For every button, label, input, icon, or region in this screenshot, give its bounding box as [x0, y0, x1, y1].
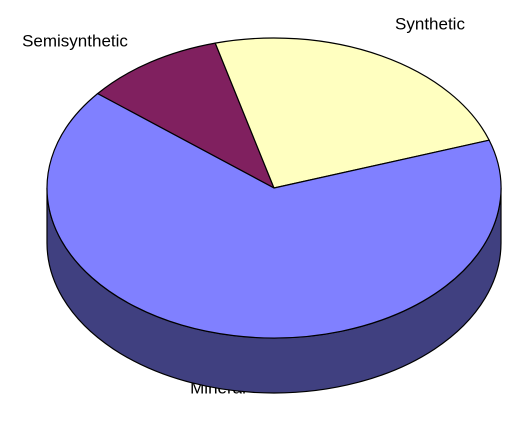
slice-label: Semisynthetic — [22, 31, 128, 50]
slice — [46, 92, 502, 339]
slice — [214, 37, 491, 189]
slice-label: Synthetic — [395, 14, 465, 33]
